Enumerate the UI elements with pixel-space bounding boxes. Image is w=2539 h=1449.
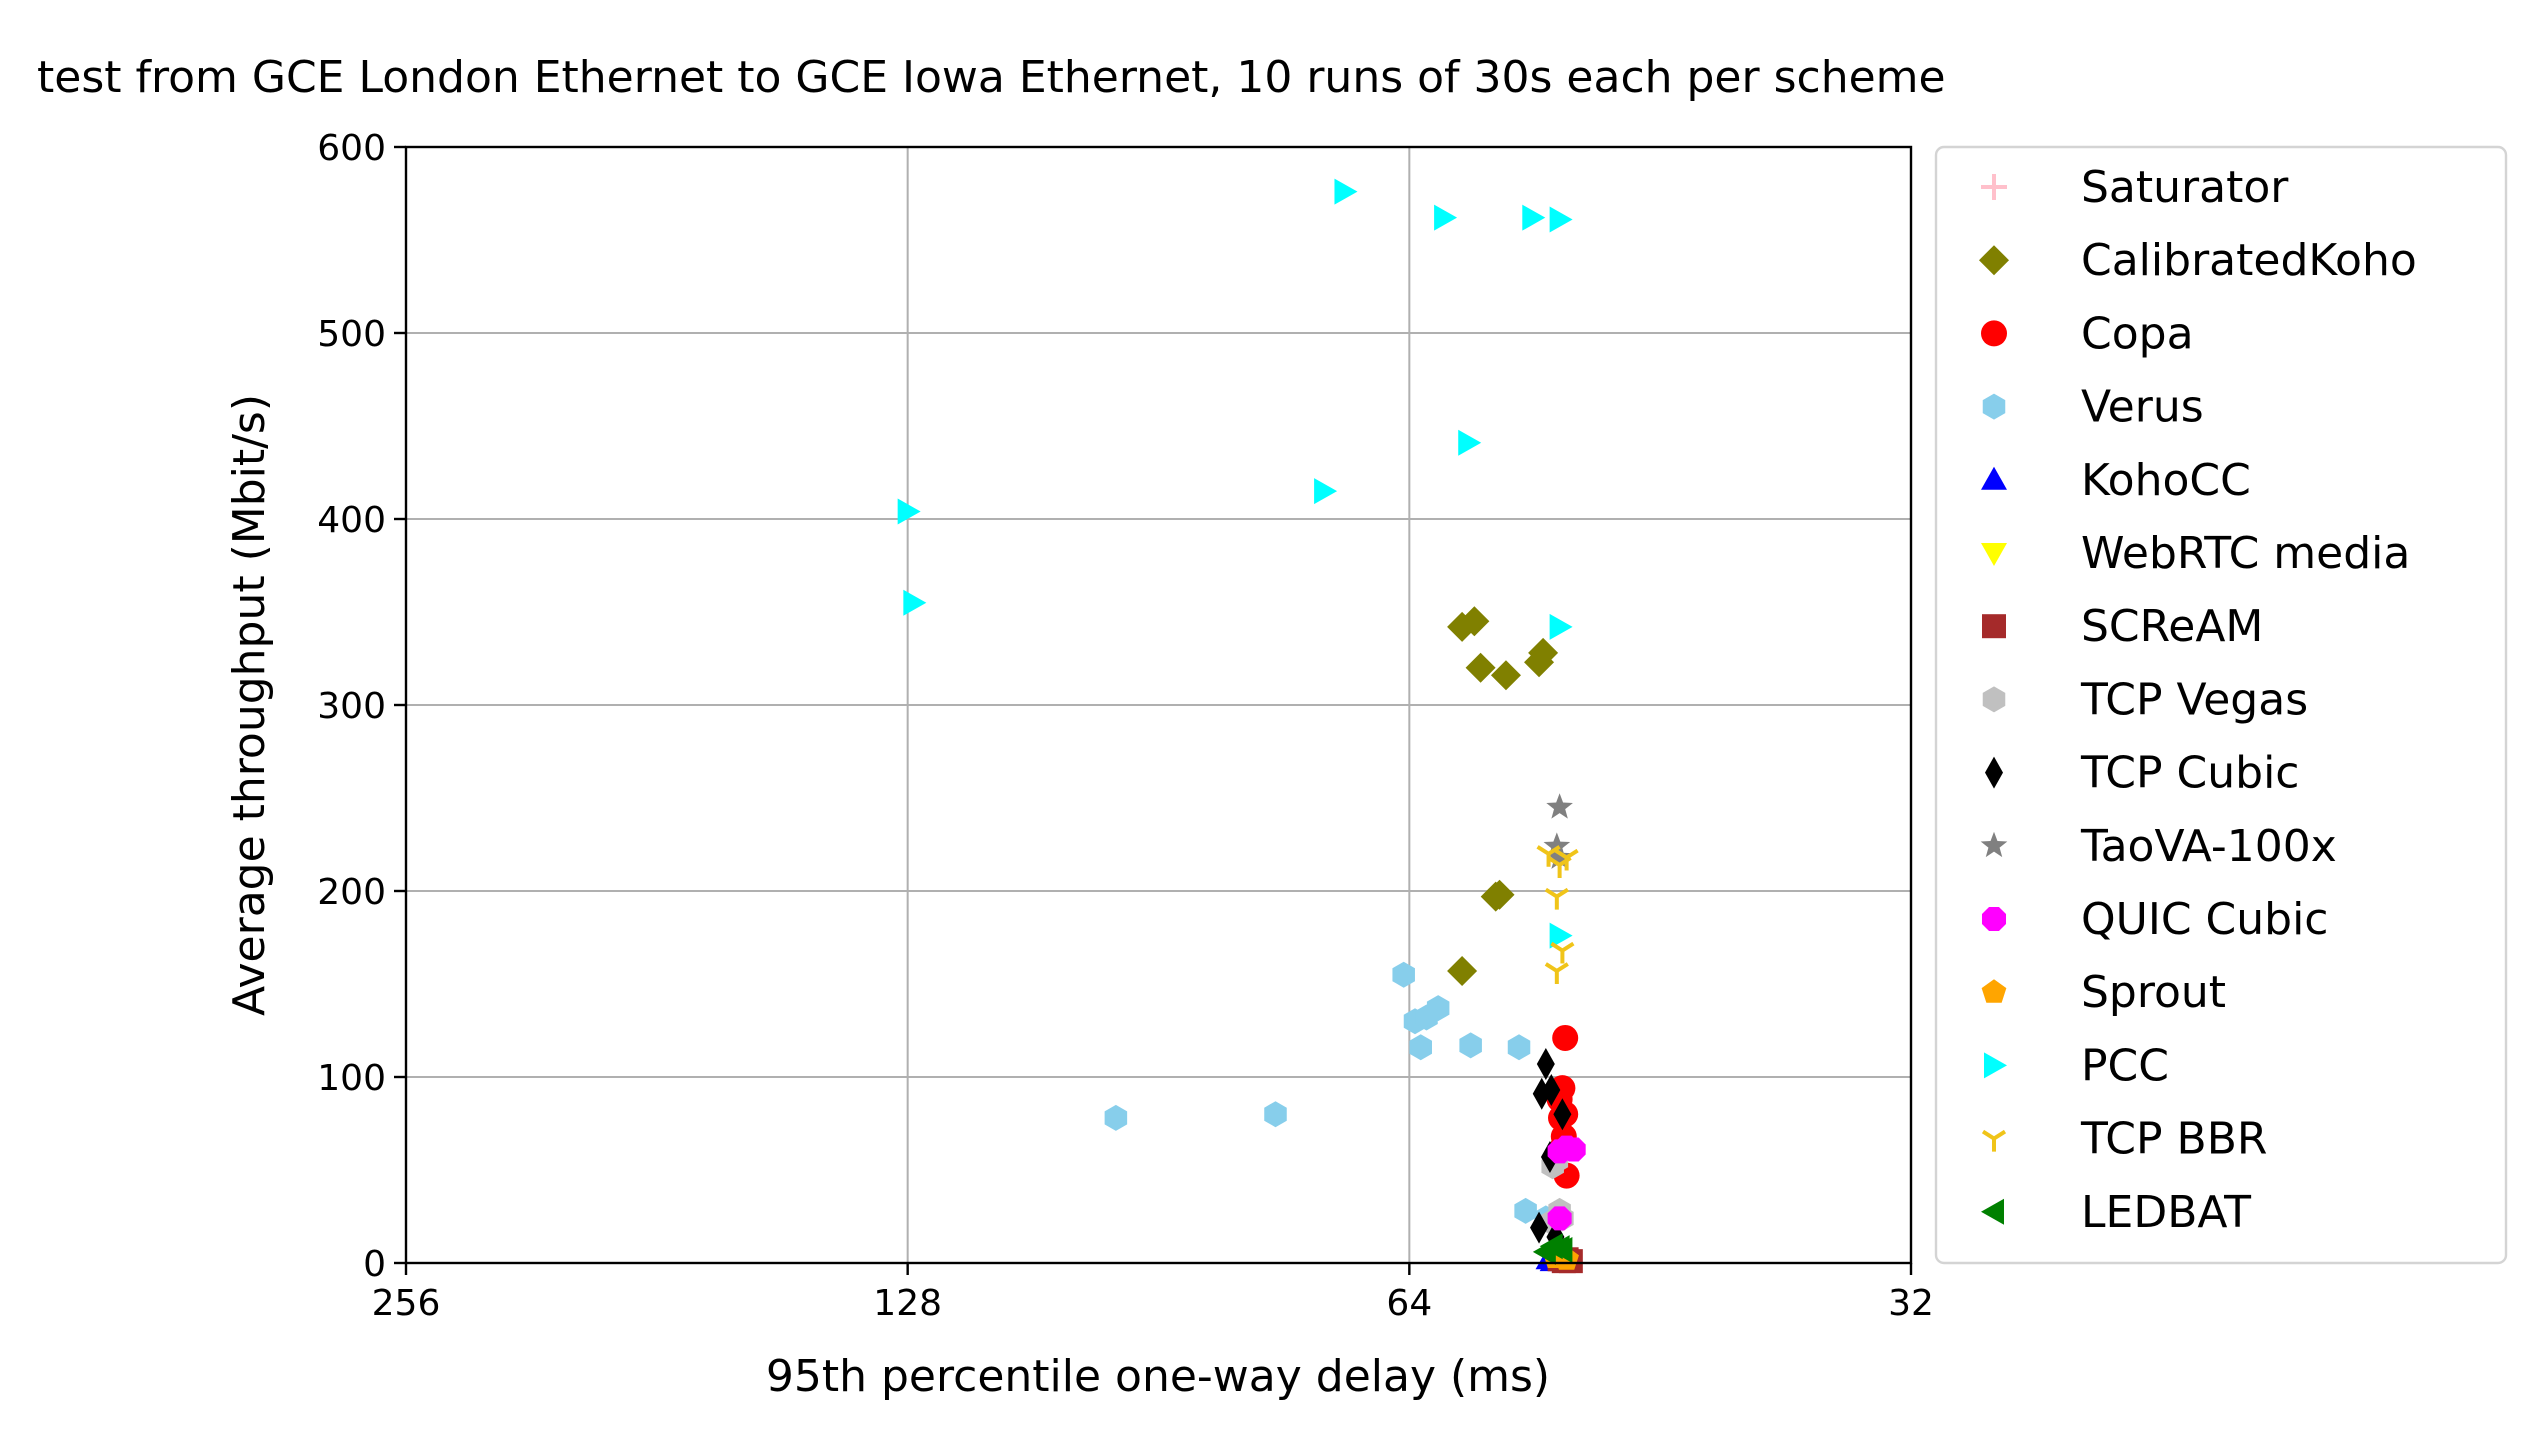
- point-quic-cubic: [1547, 1206, 1572, 1231]
- point-pcc: [1549, 613, 1573, 640]
- point-pcc: [1458, 429, 1482, 456]
- y-axis-ticks: 0 100 200 300 400 500 600: [317, 128, 406, 1285]
- legend-label-tcp-cubic: TCP Cubic: [2080, 748, 2300, 799]
- legend-label-taova-100x: TaoVA-100x: [2080, 821, 2337, 872]
- point-calibratedkoho: [1465, 652, 1496, 683]
- point-calibratedkoho: [1480, 881, 1511, 912]
- point-pcc: [1434, 204, 1458, 231]
- legend-label-copa: Copa: [2081, 308, 2194, 359]
- legend-label-scream: SCReAM: [2081, 601, 2263, 652]
- point-verus: [1459, 1032, 1482, 1059]
- point-verus: [1264, 1101, 1287, 1128]
- legend-marker-copa: [1981, 320, 2007, 347]
- legend-marker-calibratedkoho: [1979, 245, 2009, 276]
- point-tcp-bbr: [1544, 887, 1569, 910]
- point-taova-100x: [1546, 843, 1573, 869]
- point-tcp-cubic: [1542, 1074, 1561, 1107]
- point-pcc: [1549, 206, 1573, 233]
- legend-marker-saturator: [1981, 174, 2007, 200]
- point-calibratedkoho: [1490, 660, 1521, 691]
- legend-marker-kohocc: [1981, 466, 2007, 490]
- point-calibratedkoho: [1459, 606, 1490, 637]
- point-pcc: [1334, 178, 1358, 205]
- point-verus: [1392, 961, 1415, 988]
- point-calibratedkoho: [1528, 637, 1559, 668]
- point-ledbat: [1532, 1238, 1556, 1265]
- point-tcp-bbr: [1536, 845, 1561, 867]
- point-tcp-bbr: [1544, 962, 1569, 984]
- legend-label-saturator: Saturator: [2081, 162, 2289, 213]
- x-tick-label: 32: [1888, 1283, 1934, 1324]
- point-pcc: [1549, 922, 1573, 949]
- y-tick-label: 300: [317, 686, 386, 727]
- point-calibratedkoho: [1447, 955, 1478, 986]
- x-axis-label: 95th percentile one-way delay (ms): [766, 1351, 1550, 1402]
- point-taova-100x: [1543, 832, 1571, 858]
- legend-marker-ledbat: [1981, 1198, 2004, 1225]
- point-quic-cubic: [1547, 1139, 1572, 1164]
- x-axis-ticks: 256 128 64 32: [372, 1263, 1934, 1324]
- x-tick-label: 128: [873, 1283, 942, 1324]
- grid: [405, 146, 1912, 1264]
- legend-label-ledbat: LEDBAT: [2081, 1187, 2251, 1238]
- legend-label-tcp-vegas: TCP Vegas: [2080, 674, 2308, 725]
- legend-marker-quic-cubic: [1981, 906, 2007, 932]
- chart-title: test from GCE London Ethernet to GCE Iow…: [37, 52, 1946, 103]
- point-pcc: [897, 498, 921, 525]
- data-points: [897, 178, 1586, 1274]
- legend-marker-tcp-vegas: [1982, 686, 2006, 713]
- y-tick-label: 100: [317, 1058, 386, 1099]
- point-tcp-cubic: [1530, 1211, 1549, 1244]
- legend-label-kohocc: KohoCC: [2081, 455, 2251, 506]
- legend-frame: [1934, 145, 2508, 1265]
- point-pcc: [1314, 478, 1338, 505]
- point-ledbat: [1549, 1236, 1573, 1263]
- legend-label-pcc: PCC: [2081, 1040, 2169, 1091]
- legend-label-sprout: Sprout: [2081, 967, 2226, 1018]
- legend-label-webrtc-media: WebRTC media: [2081, 528, 2410, 579]
- x-tick-label: 256: [372, 1283, 441, 1324]
- legend-marker-webrtc-media: [1981, 543, 2007, 566]
- y-tick-label: 400: [317, 500, 386, 541]
- legend-label-calibratedkoho: CalibratedKoho: [2081, 235, 2417, 286]
- legend-marker-pcc: [1984, 1052, 2007, 1079]
- legend: Saturator CalibratedKoho Copa Verus KohoCC We…: [1934, 145, 2508, 1265]
- legend-label-tcp-bbr: TCP BBR: [2080, 1114, 2267, 1165]
- legend-label-quic-cubic: QUIC Cubic: [2081, 894, 2328, 945]
- y-tick-label: 500: [317, 314, 386, 355]
- legend-marker-taova-100x: [1980, 831, 2008, 858]
- y-tick-label: 600: [317, 128, 386, 169]
- point-pcc: [1522, 204, 1546, 231]
- y-tick-label: 0: [363, 1244, 386, 1285]
- point-verus: [1104, 1104, 1128, 1131]
- point-tcp-cubic: [1536, 1047, 1555, 1080]
- x-tick-label: 64: [1386, 1283, 1432, 1324]
- point-tcp-bbr: [1550, 941, 1575, 964]
- point-verus: [1426, 995, 1450, 1022]
- legend-marker-scream: [1982, 614, 2006, 639]
- point-verus: [1514, 1197, 1537, 1224]
- point-tcp-bbr: [1554, 848, 1579, 871]
- legend-marker-tcp-bbr: [1981, 1129, 2007, 1152]
- point-copa: [1552, 1024, 1579, 1051]
- point-verus: [1409, 1034, 1432, 1061]
- point-verus: [1507, 1034, 1531, 1061]
- point-taova-100x: [1546, 793, 1573, 819]
- y-axis-label: Average throughput (Mbit/s): [224, 394, 275, 1016]
- point-tcp-cubic: [1553, 1098, 1572, 1131]
- y-tick-label: 200: [317, 872, 386, 913]
- point-pcc: [903, 589, 927, 616]
- legend-marker-sprout: [1981, 979, 2007, 1003]
- legend-marker-tcp-cubic: [1985, 756, 2003, 789]
- legend-label-verus: Verus: [2081, 382, 2204, 433]
- legend-marker-verus: [1982, 393, 2006, 420]
